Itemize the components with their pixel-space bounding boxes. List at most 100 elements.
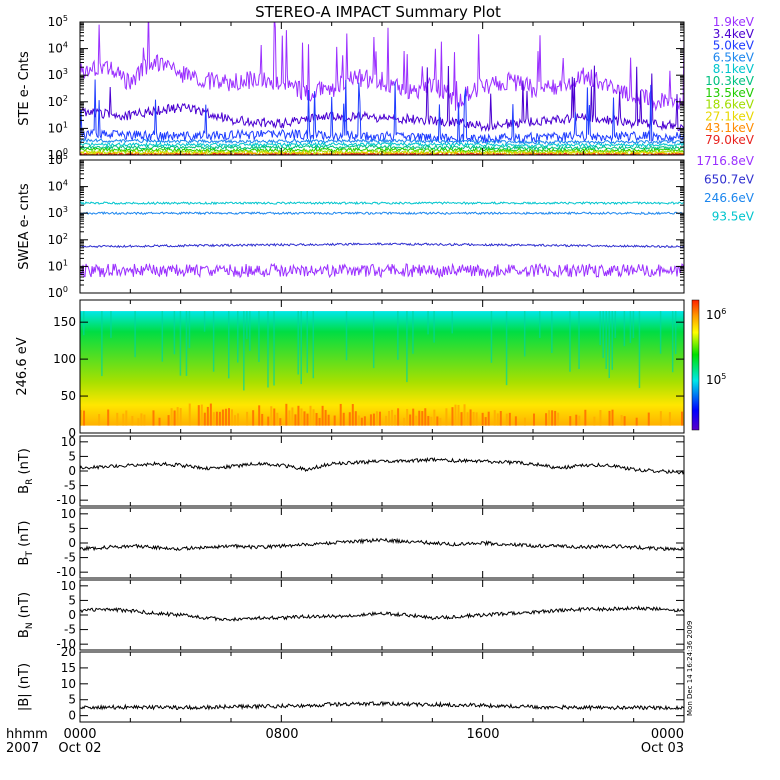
pad-streak — [249, 311, 251, 351]
series-line-ste-6.5keV — [80, 138, 684, 146]
plot-area-bt — [80, 537, 684, 552]
pad-hot-streak — [173, 410, 176, 426]
pad-hot-streak — [460, 412, 463, 426]
pad-streak — [243, 311, 245, 391]
y-tick-label-bmag: 15 — [61, 661, 76, 675]
panel-bmag: 0 5 10 15 20 |B| (nT) — [17, 645, 685, 723]
y-tick-label-bt: 0 — [68, 536, 76, 550]
pad-streak — [237, 311, 239, 363]
y-tick-label-bmag: 20 — [61, 645, 76, 659]
x-tick-sub-0: Oct 02 — [58, 741, 101, 756]
pad-hot-streak — [623, 416, 626, 426]
pad-streak — [372, 311, 375, 369]
pad-hot-streak — [357, 415, 360, 426]
pad-hot-streak — [246, 411, 249, 426]
legend-entry-ste-7: 18.6keV — [705, 98, 755, 112]
legend-entry-swea-2: 246.6eV — [704, 191, 755, 205]
pad-hot-streak — [421, 411, 424, 426]
pad-hot-streak — [493, 410, 496, 426]
colorbar-label-high: 106 — [706, 307, 726, 322]
pad-streak — [599, 311, 601, 346]
pad-streak — [602, 311, 604, 358]
y-tick-label-swea: 100 — [48, 285, 68, 300]
pad-hot-streak — [285, 403, 288, 426]
y-axis-label-br: BR (nT) — [17, 448, 35, 494]
pad-hot-streak — [430, 416, 433, 426]
pad-hot-streak — [554, 410, 557, 426]
y-axis-label-swea: SWEA e- cnts — [17, 183, 32, 270]
pad-streak — [227, 311, 230, 379]
pad-hot-streak — [300, 408, 303, 426]
pad-hot-streak — [80, 410, 82, 426]
panel-frame-bn — [79, 579, 685, 651]
y-tick-label-pad: 50 — [61, 389, 76, 403]
pad-streak — [406, 311, 408, 383]
pad-hot-streak — [369, 414, 372, 426]
y-tick-label-bn: -10 — [56, 637, 76, 651]
legend-entry-ste-4: 8.1keV — [713, 62, 755, 76]
pad-streak — [246, 311, 248, 340]
y-tick-label-ste: 102 — [48, 94, 68, 109]
y-tick-label-bn: 0 — [68, 608, 76, 622]
pad-hot-streak — [608, 410, 611, 426]
pad-hot-streak — [212, 412, 215, 426]
y-tick-label-br: -10 — [56, 493, 76, 507]
pad-hot-streak — [372, 413, 375, 426]
pad-hot-streak — [472, 411, 475, 426]
series-line-bt-0 — [80, 537, 684, 552]
footer-hhmm: hhmm — [6, 727, 48, 742]
series-line-swea-93.5eV — [80, 200, 684, 206]
pad-hot-streak — [176, 407, 179, 426]
pad-streak — [569, 311, 571, 372]
legend-entry-swea-0: 1716.8eV — [696, 154, 754, 168]
pad-streak — [300, 311, 302, 385]
pad-streak — [110, 311, 112, 338]
series-line-ste-1.9keV — [80, 22, 684, 112]
footer-year: 2007 — [6, 741, 39, 756]
legend-entry-ste-6: 13.5keV — [705, 86, 755, 100]
pad-hot-streak — [481, 412, 484, 426]
y-tick-label-bmag: 0 — [68, 709, 76, 723]
pad-hot-streak — [315, 413, 318, 426]
y-tick-label-bt: 5 — [68, 521, 76, 535]
pad-hot-streak — [508, 412, 511, 426]
panel-pad: 106 105 0 50 100 150 246.6 eV — [15, 299, 726, 440]
pad-hot-streak — [267, 416, 270, 426]
legend-entry-ste-0: 1.9keV — [713, 15, 755, 29]
pad-hot-streak — [659, 411, 662, 426]
pad-hot-streak — [378, 411, 381, 426]
pad-hot-streak — [273, 408, 276, 426]
pad-hot-streak — [445, 408, 448, 426]
pad-streak — [551, 311, 553, 353]
pad-hot-streak — [203, 412, 206, 426]
y-tick-label-ste: 103 — [48, 67, 68, 82]
pad-hot-streak — [312, 409, 315, 426]
pad-hot-streak — [668, 412, 671, 426]
pad-hot-streak — [412, 408, 415, 426]
pad-hot-streak — [496, 413, 499, 426]
pad-streak — [134, 311, 136, 358]
series-line-br-0 — [80, 456, 684, 475]
pad-hot-streak — [179, 408, 182, 426]
pad-streak — [101, 311, 103, 377]
series-line-ste-5.0keV — [80, 79, 684, 145]
pad-hot-streak — [306, 413, 309, 426]
pad-streak — [412, 311, 414, 354]
pad-streak — [671, 311, 674, 373]
pad-hot-streak — [327, 414, 330, 426]
legend-entry-ste-2: 5.0keV — [713, 39, 755, 53]
series-line-ste-8.1keV — [80, 141, 684, 148]
plot-title: STEREO-A IMPACT Summary Plot — [255, 3, 501, 21]
pad-hot-streak — [200, 404, 203, 426]
pad-hot-streak — [131, 415, 134, 426]
pad-hot-streak — [599, 410, 602, 426]
pad-streak — [539, 311, 541, 339]
y-tick-label-ste: 101 — [48, 120, 68, 135]
pad-hot-streak — [385, 415, 388, 426]
plot-area-bn — [80, 605, 684, 622]
pad-hot-streak — [291, 407, 294, 426]
